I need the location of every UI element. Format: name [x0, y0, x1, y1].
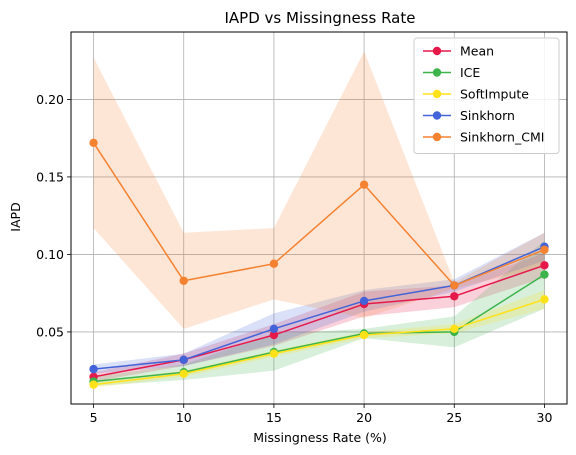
x-axis-label: Missingness Rate (%)	[253, 430, 387, 445]
chart-title: IAPD vs Missingness Rate	[225, 9, 416, 27]
legend: Mean ICE SoftImpute Sinkhorn Sinkhorn_CMI	[413, 37, 560, 154]
y-axis-label: IAPD	[8, 202, 23, 231]
sinkhorn-cmi-point	[89, 138, 98, 148]
legend-marker-sinkhorn	[432, 111, 442, 120]
softimpute-point	[359, 330, 369, 340]
sinkhorn-point	[179, 355, 188, 365]
ice-line	[93, 273, 545, 383]
softimpute-point	[179, 369, 188, 378]
x-tick-label: 10	[176, 410, 192, 425]
mean-band	[93, 252, 545, 382]
sinkhorn-cmi-point	[450, 281, 459, 290]
sinkhorn-point	[359, 296, 369, 306]
series-markers	[89, 138, 549, 389]
legend-box	[413, 37, 560, 154]
x-tick-label: 25	[446, 410, 462, 425]
sinkhorn-band	[93, 232, 545, 374]
softimpute-band	[93, 290, 545, 388]
legend-label-sinkhorn: Sinkhorn	[460, 108, 515, 123]
x-tick-label: 15	[266, 410, 282, 425]
y-tick-label: 0.10	[36, 247, 64, 262]
x-tick-label: 5	[90, 410, 98, 425]
sinkhorn-point	[269, 324, 279, 334]
ice-point	[540, 270, 549, 279]
legend-label-softimpute: SoftImpute	[460, 87, 529, 102]
sinkhorn-cmi-point	[179, 276, 188, 285]
x-tick-label: 20	[356, 410, 372, 425]
sinkhorn-cmi-point	[359, 180, 369, 189]
y-axis: 0.05 0.10 0.15 0.20	[36, 92, 71, 339]
softimpute-point	[269, 349, 279, 358]
sinkhorn-point	[89, 364, 98, 374]
softimpute-point	[89, 380, 98, 389]
sinkhorn-cmi-line	[92, 142, 545, 287]
mean-point	[450, 292, 459, 301]
y-tick-label: 0.05	[36, 324, 64, 339]
softimpute-point	[450, 324, 459, 334]
legend-marker-ice	[432, 68, 442, 77]
x-axis: 5 10 15 20 25 30	[90, 404, 553, 425]
softimpute-point	[540, 295, 549, 304]
series-lines	[92, 142, 545, 386]
legend-label-sinkhorn-cmi: Sinkhorn_CMI	[460, 130, 544, 145]
mean-point	[269, 330, 279, 340]
legend-marker-softimpute	[432, 89, 442, 99]
y-tick-label: 0.15	[36, 169, 64, 184]
legend-marker-mean	[432, 46, 442, 56]
legend-marker-sinkhorn-cmi	[432, 132, 442, 142]
ice-band	[93, 240, 545, 387]
legend-label-mean: Mean	[460, 44, 494, 59]
x-tick-label: 30	[537, 410, 553, 425]
mean-line	[93, 264, 545, 378]
sinkhorn-cmi-point	[269, 259, 279, 268]
softimpute-line	[93, 298, 545, 386]
y-tick-label: 0.20	[36, 92, 64, 107]
mean-point	[540, 261, 549, 270]
sinkhorn-cmi-point	[540, 245, 549, 254]
legend-label-ice: ICE	[460, 65, 480, 80]
plot-frame	[70, 31, 568, 405]
